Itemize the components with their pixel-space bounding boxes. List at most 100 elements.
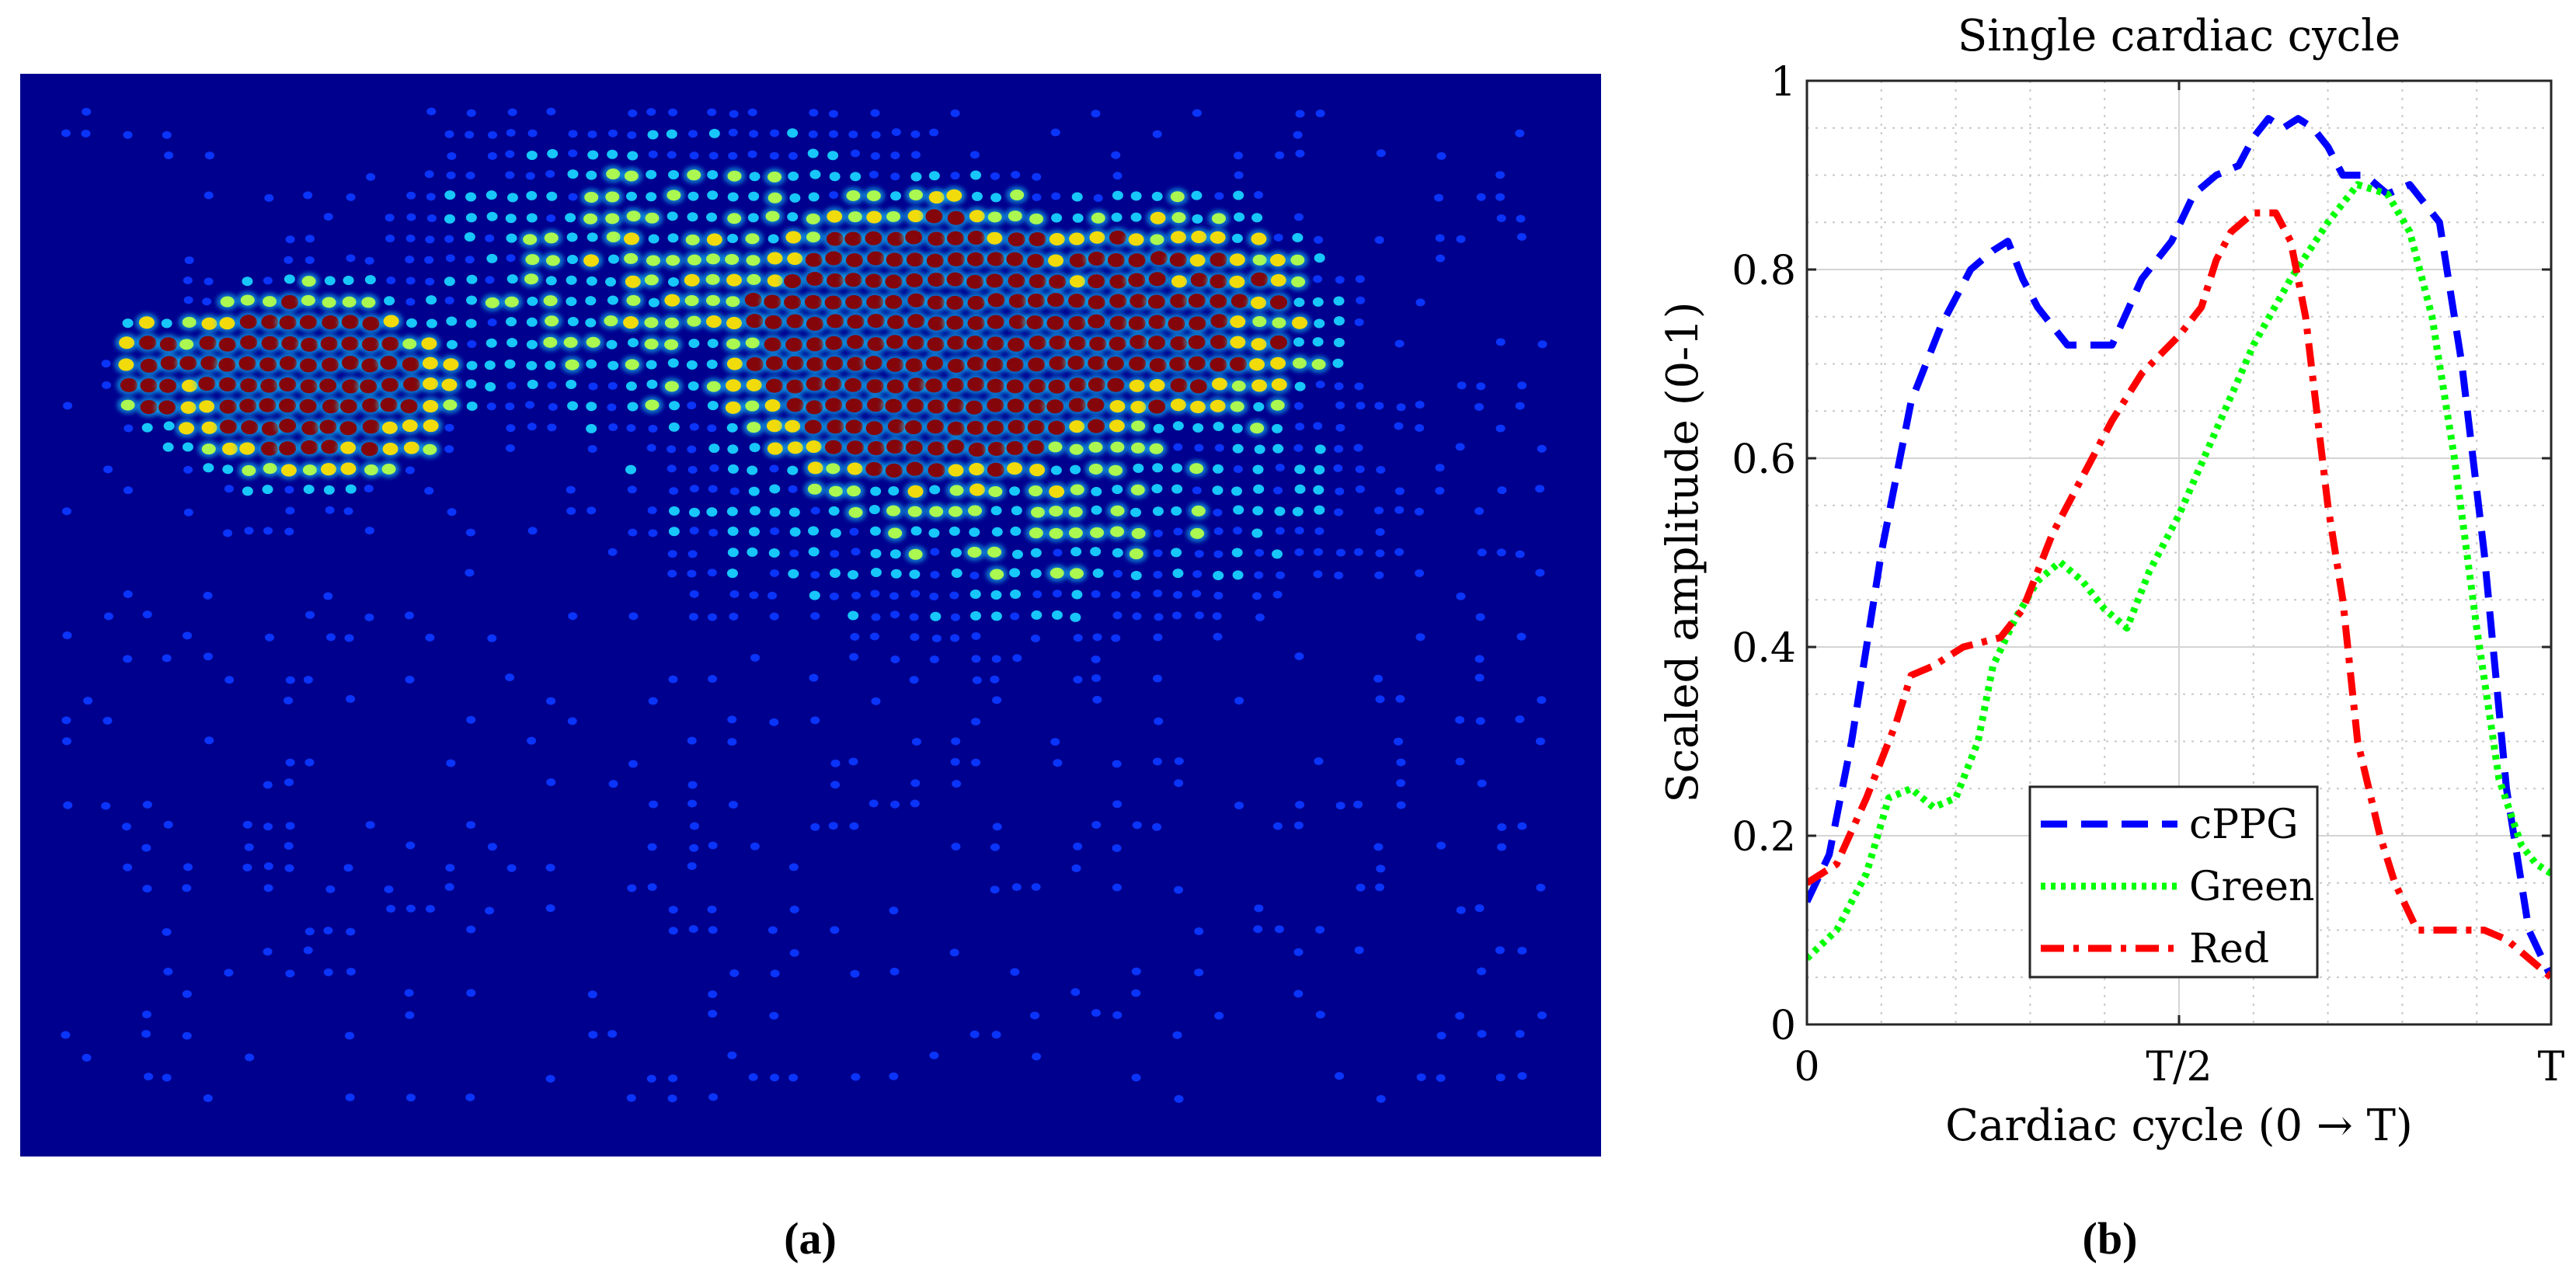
- heatmap-blob: [889, 967, 900, 976]
- heatmap-blob: [949, 591, 959, 600]
- heatmap-blob: [1434, 193, 1444, 202]
- heatmap-blob: [707, 190, 719, 200]
- heatmap-blob: [1416, 1073, 1426, 1081]
- heatmap-blob: [971, 631, 981, 640]
- heatmap-blob: [787, 252, 803, 266]
- heatmap-blob: [785, 337, 803, 352]
- heatmap-blob: [423, 443, 437, 455]
- heatmap-blob: [848, 757, 858, 766]
- heatmap-blob: [848, 506, 863, 518]
- heatmap-blob: [142, 885, 152, 893]
- heatmap-blob: [1032, 590, 1043, 599]
- heatmap-blob: [242, 464, 256, 476]
- heatmap-blob: [1011, 506, 1022, 516]
- heatmap-blob: [220, 296, 235, 308]
- heatmap-blob: [1130, 294, 1147, 308]
- heatmap-blob: [1515, 402, 1525, 410]
- heatmap-blob: [826, 231, 844, 246]
- heatmap-blob: [425, 277, 435, 286]
- heatmap-blob: [886, 335, 903, 350]
- heatmap-blob: [487, 843, 497, 851]
- heatmap-blob: [321, 440, 339, 454]
- heatmap-blob: [806, 440, 822, 454]
- heatmap-blob: [789, 549, 799, 558]
- heatmap-blob: [770, 129, 780, 137]
- heatmap-blob: [1314, 757, 1324, 766]
- heatmap-blob: [648, 234, 660, 244]
- heatmap-blob: [847, 485, 862, 497]
- heatmap-blob: [688, 781, 698, 789]
- heatmap-blob: [624, 252, 639, 264]
- heatmap-blob: [1212, 485, 1224, 496]
- heatmap-blob: [749, 591, 759, 600]
- heatmap-blob: [849, 822, 859, 830]
- heatmap-blob: [406, 235, 416, 243]
- heatmap-blob: [968, 505, 983, 517]
- heatmap-blob: [1269, 295, 1287, 310]
- heatmap-blob: [870, 590, 880, 598]
- heatmap-blob: [844, 273, 862, 287]
- heatmap-blob: [949, 948, 959, 957]
- heatmap-blob: [1231, 381, 1246, 392]
- heatmap-blob: [809, 590, 820, 600]
- heatmap-blob: [910, 172, 922, 182]
- heatmap-blob: [1049, 506, 1063, 517]
- heatmap-blob: [1030, 634, 1040, 642]
- heatmap-blob: [361, 358, 379, 373]
- heatmap-blob: [139, 336, 157, 350]
- heatmap-blob: [1088, 295, 1105, 310]
- heatmap-blob: [1050, 465, 1062, 475]
- heatmap-blob: [644, 274, 659, 286]
- heatmap-blob: [1130, 570, 1142, 580]
- heatmap-blob: [992, 823, 1002, 831]
- heatmap-blob: [907, 398, 924, 413]
- heatmap-blob: [303, 484, 315, 494]
- heatmap-blob: [746, 314, 764, 329]
- heatmap-blob: [1394, 737, 1404, 746]
- heatmap-blob: [1109, 294, 1127, 308]
- heatmap-blob: [745, 400, 760, 412]
- heatmap-blob: [627, 130, 637, 139]
- heatmap-blob: [1253, 925, 1263, 934]
- heatmap-blob: [1173, 885, 1183, 894]
- heatmap-blob: [61, 1031, 71, 1039]
- heatmap-blob: [406, 277, 416, 285]
- heatmap-blob: [1050, 567, 1064, 579]
- heatmap-blob: [1051, 610, 1063, 620]
- heatmap-blob: [885, 398, 903, 413]
- heatmap-blob: [990, 590, 1002, 600]
- heatmap-blob: [1130, 335, 1147, 350]
- heatmap-blob: [1315, 925, 1325, 934]
- heatmap-blob: [1333, 337, 1345, 347]
- heatmap-blob: [1010, 526, 1022, 536]
- heatmap-blob: [566, 379, 577, 389]
- y-tick-label: 0.6: [1732, 437, 1796, 483]
- heatmap-blob: [486, 211, 498, 221]
- heatmap-blob: [1231, 548, 1243, 558]
- heatmap-blob: [845, 419, 863, 434]
- panel-b-label: (b): [2083, 1213, 2138, 1264]
- heatmap-blob: [382, 443, 399, 456]
- heatmap-blob: [907, 506, 922, 517]
- heatmap-blob: [1170, 294, 1188, 308]
- heatmap-blob: [769, 612, 779, 621]
- heatmap-blob: [947, 421, 965, 436]
- heatmap-blob: [946, 295, 964, 310]
- heatmap-blob: [668, 108, 678, 117]
- heatmap-blob: [1334, 571, 1344, 579]
- heatmap-blob: [788, 485, 798, 493]
- heatmap-blob: [1007, 398, 1025, 413]
- heatmap-blob: [1214, 1011, 1224, 1020]
- heatmap-blob: [667, 1094, 677, 1103]
- heatmap-blob: [158, 400, 176, 415]
- heatmap-blob: [770, 527, 780, 535]
- heatmap-blob: [627, 402, 639, 412]
- heatmap-blob: [545, 904, 555, 913]
- heatmap-blob: [885, 274, 903, 289]
- heatmap-blob: [1269, 254, 1286, 267]
- heatmap-blob: [1174, 779, 1184, 788]
- heatmap-blob: [1153, 590, 1163, 598]
- heatmap-blob: [1030, 569, 1042, 579]
- heatmap-blob: [301, 421, 319, 436]
- heatmap-blob: [1272, 443, 1284, 454]
